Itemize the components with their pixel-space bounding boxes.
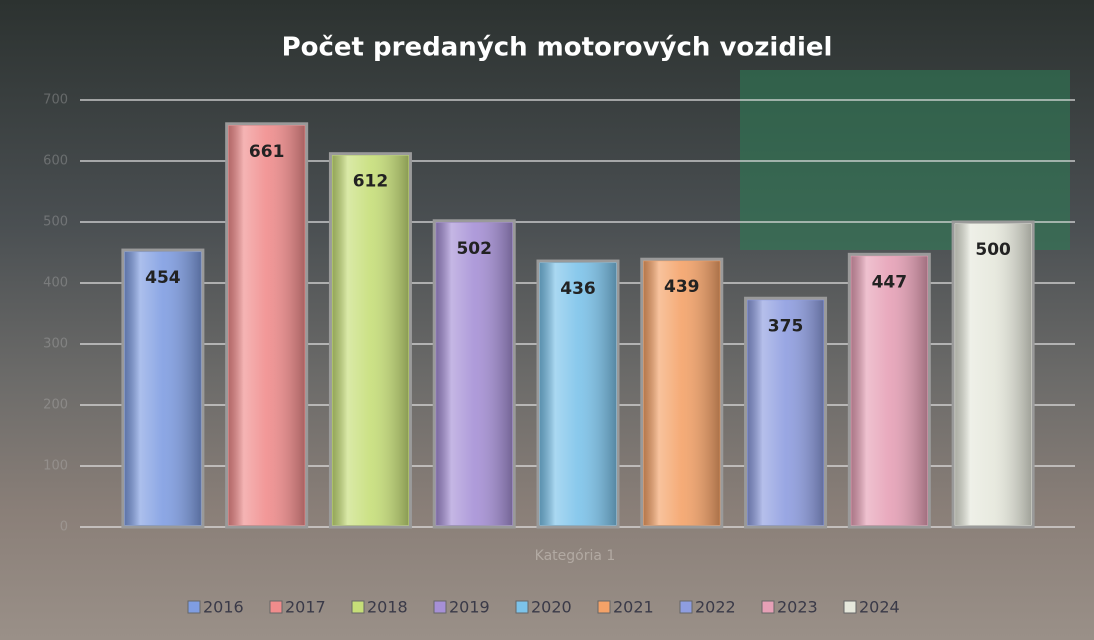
legend-label: 2024 [859,598,900,617]
legend-swatch [434,601,446,613]
y-tick-label: 0 [60,520,68,535]
data-label: 500 [975,240,1011,260]
data-label: 447 [872,272,908,292]
legend-swatch [762,601,774,613]
legend-label: 2020 [531,598,572,617]
data-label: 454 [145,268,181,288]
x-axis-title: Kategória 1 [535,548,616,564]
bar-shine [540,263,616,525]
legend-swatch [680,601,692,613]
legend-swatch [270,601,282,613]
legend-label: 2018 [367,598,408,617]
data-label: 436 [560,279,596,299]
legend-label: 2023 [777,598,818,617]
legend-swatch [352,601,364,613]
data-label: 612 [353,172,389,192]
bar-shine [436,223,512,525]
legend-swatch [516,601,528,613]
chart-title: Počet predaných motorových vozidiel [282,33,833,63]
y-tick-label: 600 [43,154,68,169]
bar-shine [851,256,927,525]
data-label: 439 [664,277,700,297]
legend-swatch [844,601,856,613]
y-tick-label: 400 [43,276,68,291]
y-tick-label: 100 [43,459,68,474]
bar-shine [644,261,720,525]
y-tick-label: 700 [43,93,68,108]
y-tick-label: 300 [43,337,68,352]
legend-swatch [598,601,610,613]
legend-label: 2019 [449,598,490,617]
data-label: 375 [768,316,804,336]
chart: Počet predaných motorových vozidiel Kate… [0,0,1094,640]
legend-label: 2022 [695,598,736,617]
legend-swatch [188,601,200,613]
bar-shine [229,126,305,525]
bar-shine [955,224,1031,525]
data-label: 661 [249,142,285,162]
y-tick-label: 500 [43,215,68,230]
data-label: 502 [456,239,492,259]
legend-label: 2021 [613,598,654,617]
legend-label: 2017 [285,598,326,617]
y-tick-label: 200 [43,398,68,413]
bar-shine [125,252,201,525]
bar-shine [332,156,408,525]
legend-label: 2016 [203,598,244,617]
